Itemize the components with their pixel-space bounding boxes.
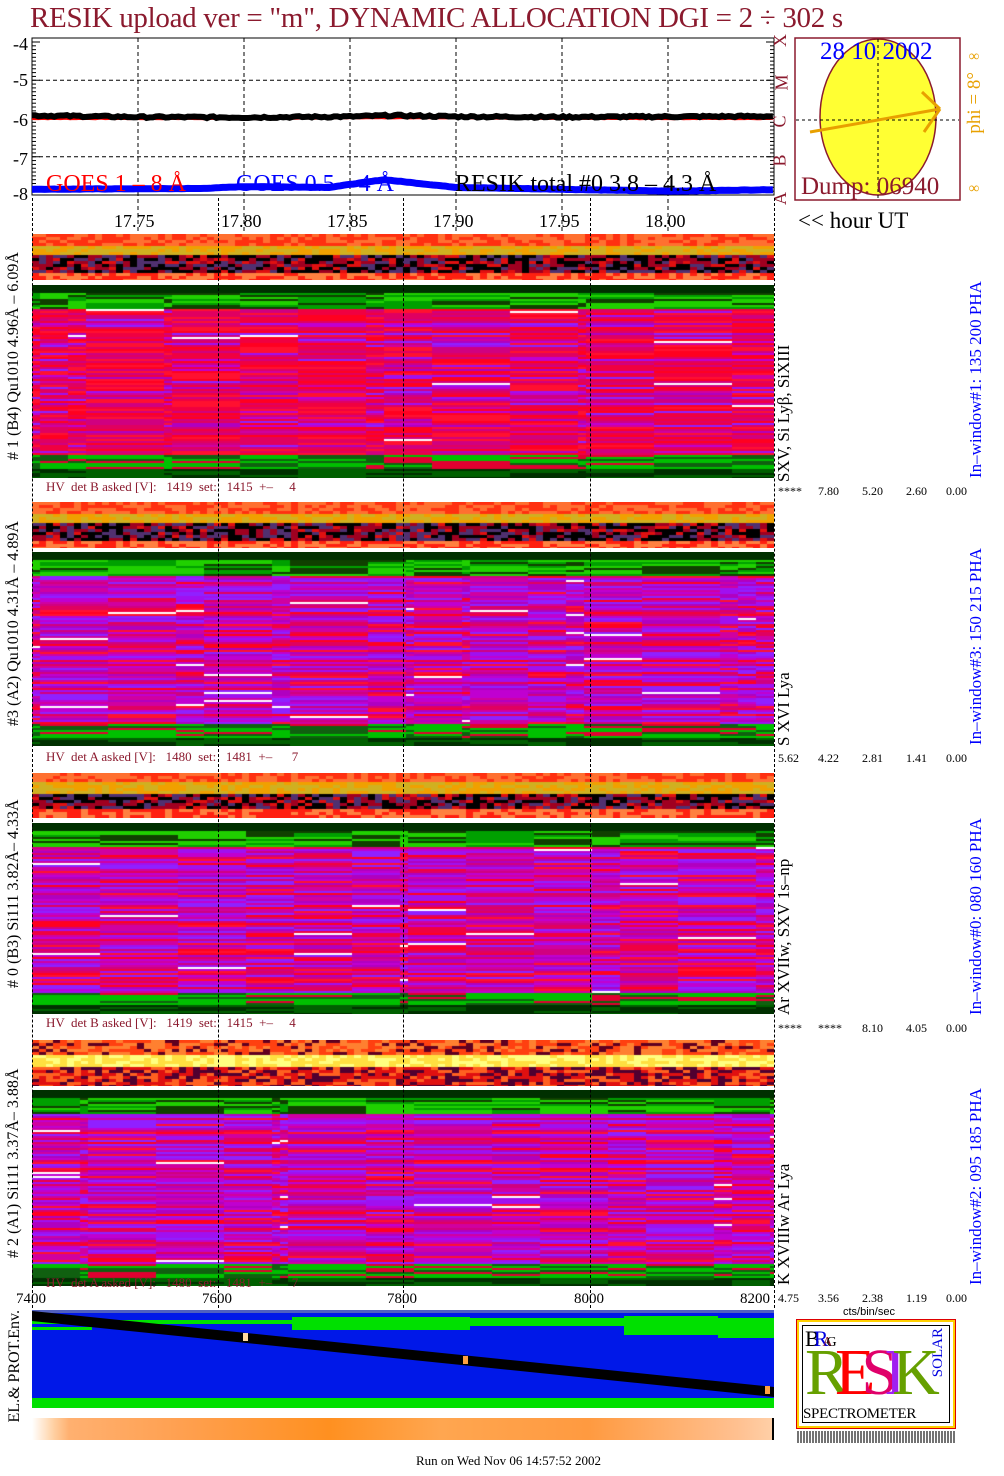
histogram-scale-label: 0.00 [946,1291,967,1305]
grid-line [403,198,404,1308]
series-line-2 [32,111,773,122]
y-tick-label: -6 [13,110,28,130]
histogram-scale-label: 1.19 [906,1291,927,1305]
dump-number: Dump: 06940 [801,173,940,200]
histogram-scale-label: 3.56 [818,1291,839,1305]
env-band [292,1317,470,1330]
logo-fine-print [797,1431,955,1443]
histogram-scale-label: **** [818,1021,842,1035]
histogram-scale-label: 5.62 [778,751,799,765]
x-tick-label: 17.90 [433,211,474,231]
x-tick-label: 18.00 [645,211,686,231]
env-band [470,1318,624,1326]
units-label: cts/bin/sec [843,1306,895,1318]
plot-title: RESIK upload ver = "m", DYNAMIC ALLOCATI… [30,2,843,34]
phi-arrow-icon [922,108,942,133]
x-tick-label: 8000 [574,1291,604,1307]
sun-date: 28 10 2002 [820,38,933,65]
env-band [92,1320,292,1324]
histogram-scale-label: 1.41 [906,751,927,765]
y-tick-label: -8 [13,184,28,204]
logo-solar: SOLAR [930,1328,946,1378]
phi-arrow-icon [920,90,942,111]
light-curve-chart [31,37,775,232]
env-band [624,1316,718,1335]
x-tick-label: 17.85 [327,211,368,231]
hv-status: HV det A asked [V]: 1480 set: 1481 +– 7 [46,749,299,764]
histogram-scale-label: 2.60 [906,484,927,498]
histogram-scale-label: 4.05 [906,1021,927,1035]
histogram-scale-label: 2.38 [862,1291,883,1305]
histogram-scale-label: 0.00 [946,1021,967,1035]
hv-status: HV det B asked [V]: 1419 set: 1415 +– 4 [46,479,296,494]
env-band [718,1318,774,1338]
orbit-track [32,1311,774,1397]
logo-spectrometer: SPECTROMETER [803,1406,917,1422]
x-tick-label: 17.80 [221,211,262,231]
series-line-1 [31,176,774,195]
histogram-scale-label: 8.10 [862,1021,883,1035]
y-tick-label: -4 [13,34,28,54]
x-tick-label: 17.95 [539,211,580,231]
x-tick-label: 8200 [740,1291,770,1307]
histogram-scale-label: 0.00 [946,484,967,498]
env-band [32,1398,774,1408]
histogram-scale-label: **** [778,484,802,498]
legend-resik-total: RESIK total #0 3.8 – 4.3 Å [455,171,717,197]
histogram-scale-label: 4.75 [778,1291,799,1305]
grid-line [32,198,33,1308]
y-tick-label: -7 [13,149,28,169]
env-axis-label: EL.& PROT.Env. [6,1310,23,1423]
sun-orientation-panel [794,37,961,201]
resik-logo: BRAG RESIK SOLAR SPECTROMETER [796,1319,956,1429]
hour-ut-label: << hour UT [798,208,909,233]
histogram-scale-label: 5.20 [862,484,883,498]
histogram-scale-label: 7.80 [818,484,839,498]
grid-line [774,198,775,1308]
flux-strip [32,1418,774,1440]
y-tick-label: -5 [13,70,28,90]
histogram-scale-label: 0.00 [946,751,967,765]
grid-line [590,198,591,1308]
histogram-scale-label: **** [778,1021,802,1035]
logo-resik: RESIK [805,1336,940,1409]
x-tick-label: 7800 [387,1291,417,1307]
grid-line [218,198,219,1308]
legend-goes-long: GOES 1 – 8 Å [46,171,187,197]
legend-goes-short: GOES 0.5 – 4 Å [236,171,395,197]
hv-status: HV det A asked [V]: 1480 set: 1481 +– 7 [46,1275,299,1290]
run-timestamp: Run on Wed Nov 06 14:57:52 2002 [416,1453,602,1468]
orbit-marker [243,1333,248,1341]
env-band [32,1327,92,1330]
histogram-scale-label: 2.81 [862,751,883,765]
orbit-marker [765,1386,770,1394]
hv-status: HV det B asked [V]: 1419 set: 1415 +– 4 [46,1015,296,1030]
x-tick-label: 7600 [202,1291,232,1307]
orbit-marker [463,1356,468,1364]
histogram-scale-label: 4.22 [818,751,839,765]
sun-panel-frame [794,37,961,201]
x-tick-label: 17.75 [114,211,155,231]
x-tick-label: 7400 [16,1291,46,1307]
phi-arrow-icon [809,107,941,134]
